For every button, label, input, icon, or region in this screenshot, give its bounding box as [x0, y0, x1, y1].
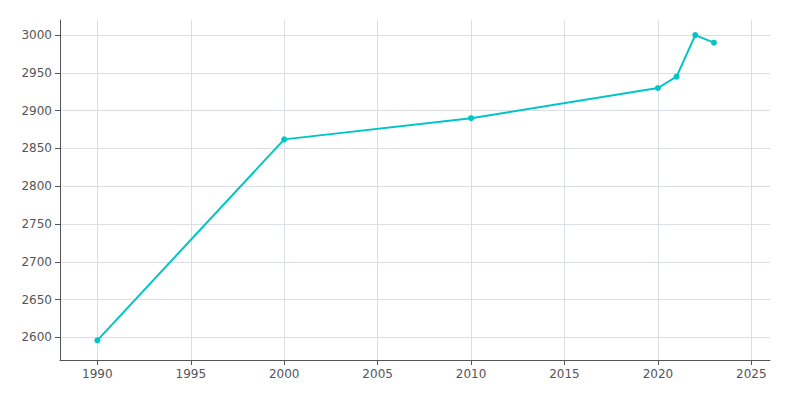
svg-text:2850: 2850 [21, 141, 52, 155]
svg-text:1995: 1995 [176, 367, 207, 381]
svg-text:2005: 2005 [362, 367, 393, 381]
svg-text:2900: 2900 [21, 104, 52, 118]
svg-text:2020: 2020 [643, 367, 674, 381]
svg-text:2600: 2600 [21, 330, 52, 344]
svg-text:2950: 2950 [21, 66, 52, 80]
svg-text:1990: 1990 [82, 367, 113, 381]
svg-text:2750: 2750 [21, 217, 52, 231]
svg-text:2015: 2015 [549, 367, 580, 381]
svg-text:2650: 2650 [21, 293, 52, 307]
svg-text:2000: 2000 [269, 367, 300, 381]
svg-text:2025: 2025 [736, 367, 767, 381]
svg-text:2010: 2010 [456, 367, 487, 381]
svg-text:2700: 2700 [21, 255, 52, 269]
svg-text:3000: 3000 [21, 28, 52, 42]
svg-text:2800: 2800 [21, 179, 52, 193]
